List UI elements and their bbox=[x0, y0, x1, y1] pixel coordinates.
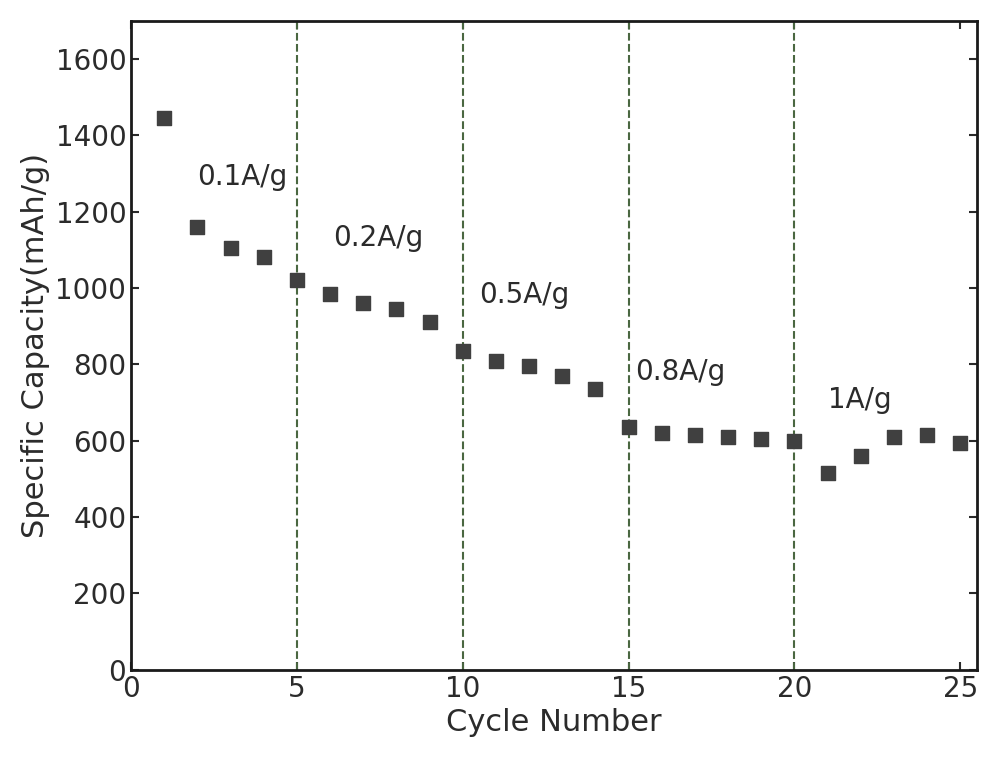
Point bbox=[322, 288, 338, 300]
Point bbox=[455, 345, 471, 357]
Point bbox=[886, 431, 902, 443]
Point bbox=[189, 221, 205, 233]
Point bbox=[521, 360, 537, 372]
Point bbox=[488, 355, 504, 367]
Point bbox=[952, 437, 968, 449]
Text: 0.2A/g: 0.2A/g bbox=[333, 224, 424, 252]
Point bbox=[156, 112, 172, 124]
Text: 1A/g: 1A/g bbox=[828, 387, 891, 415]
Point bbox=[786, 434, 802, 446]
Point bbox=[554, 370, 570, 382]
Point bbox=[919, 429, 935, 441]
Text: 0.8A/g: 0.8A/g bbox=[635, 358, 725, 386]
Point bbox=[587, 383, 603, 395]
Point bbox=[256, 252, 272, 264]
Point bbox=[422, 316, 438, 328]
Point bbox=[753, 433, 769, 445]
Point bbox=[654, 427, 670, 439]
Point bbox=[289, 274, 305, 287]
Point bbox=[355, 297, 371, 309]
Point bbox=[687, 429, 703, 441]
Point bbox=[720, 431, 736, 443]
X-axis label: Cycle Number: Cycle Number bbox=[446, 708, 662, 738]
Text: 0.1A/g: 0.1A/g bbox=[197, 163, 288, 191]
Point bbox=[621, 421, 637, 434]
Point bbox=[223, 242, 239, 254]
Text: 0.5A/g: 0.5A/g bbox=[479, 281, 570, 309]
Point bbox=[853, 450, 869, 462]
Point bbox=[820, 467, 836, 479]
Y-axis label: Specific Capacity(mAh/g): Specific Capacity(mAh/g) bbox=[21, 152, 50, 538]
Point bbox=[388, 303, 404, 315]
